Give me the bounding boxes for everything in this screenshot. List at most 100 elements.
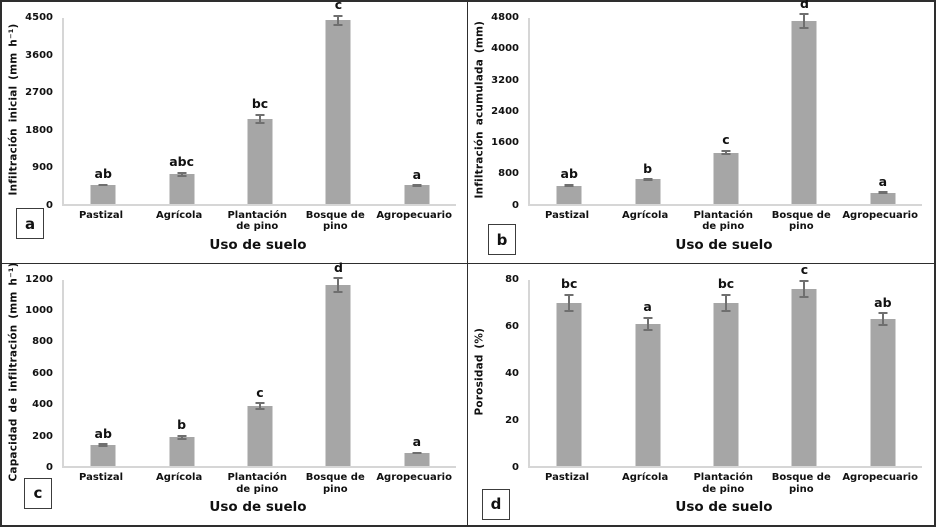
x-category-label: Pastizal	[545, 472, 590, 483]
error-bar-cap-top	[333, 277, 343, 280]
error-bar-cap-bottom	[98, 444, 108, 447]
error-bar-cap-bottom	[333, 290, 343, 293]
y-tick-label: 4500	[25, 12, 53, 23]
significance-letter: ab	[874, 294, 892, 310]
significance-letter: c	[722, 132, 730, 148]
x-axis-title: Uso de suelo	[209, 499, 307, 515]
error-bar-cap-bottom	[177, 437, 187, 440]
bar	[556, 302, 582, 466]
bar-slot: a	[378, 18, 456, 204]
x-axis-labels: Pastizal Agrícola Plantación de pino Bosque…	[62, 472, 454, 496]
significance-letter: abc	[169, 154, 195, 170]
y-axis-ticks: 0 800 1600 2400 3200 4000 4800	[468, 13, 524, 211]
error-bar-line	[180, 434, 183, 440]
x-category-label: Bosque de pino	[305, 472, 365, 495]
panel-label: b	[496, 230, 508, 249]
bar-slot: ab	[64, 280, 142, 466]
bar	[169, 437, 195, 466]
error-bar-cap-top	[799, 279, 809, 282]
panel-label-box: a	[16, 208, 44, 239]
x-category-label: Pastizal	[79, 209, 124, 221]
bar-slot: b	[608, 18, 686, 204]
bar	[90, 445, 116, 466]
y-tick-label: 400	[32, 399, 53, 411]
y-tick-label: 2700	[25, 87, 53, 98]
plot-area: ab b c d a	[62, 261, 456, 468]
x-category-label: Bosque de pino	[771, 472, 831, 495]
y-tick-label: 4000	[491, 43, 519, 55]
bar-slot: ab	[64, 18, 142, 204]
y-tick-label: 800	[498, 168, 519, 180]
y-tick-label: 0	[46, 462, 53, 473]
error-bar-cap-top	[255, 402, 265, 405]
error-bar-cap-top	[721, 293, 731, 296]
error-bar-cap-top	[412, 451, 422, 454]
x-axis-title: Uso de suelo	[209, 236, 307, 253]
error-bar-cap-top	[98, 443, 108, 446]
bar-slot: c	[765, 263, 843, 466]
error-bar-cap-top	[255, 113, 265, 116]
x-category-label: Agropecuario	[842, 472, 918, 483]
bar-slot: c	[299, 0, 377, 204]
x-category-label: Pastizal	[545, 209, 590, 221]
error-bar-cap-bottom	[333, 24, 343, 27]
significance-letter: b	[643, 160, 653, 176]
y-axis-ticks: 0 200 400 600 800 1000 1200	[2, 274, 58, 473]
y-tick-label: 20	[505, 414, 519, 426]
bar-slot: a	[378, 280, 456, 466]
bar-slot: a	[844, 18, 922, 204]
error-bar-cap-bottom	[255, 121, 265, 124]
y-tick-label: 3600	[25, 49, 53, 61]
error-bar-cap-top	[878, 312, 888, 315]
significance-letter: d	[799, 0, 809, 11]
panel-label-box: d	[482, 488, 510, 520]
bar	[791, 288, 817, 466]
y-tick-label: 1800	[25, 124, 53, 136]
bar-slot: b	[142, 280, 220, 466]
significance-letter: ab	[94, 166, 112, 182]
panel-label: a	[24, 214, 36, 233]
error-bar-line	[337, 277, 340, 293]
x-axis-title: Uso de suelo	[675, 499, 773, 515]
significance-letter: c	[256, 384, 264, 400]
panel-c: Capacidad de infiltración (mm h⁻¹) 0 200 4…	[2, 261, 468, 525]
error-bar-cap-top	[177, 434, 187, 437]
error-bar-cap-top	[878, 191, 888, 194]
x-category-label: Bosque de pino	[771, 209, 831, 233]
x-category-label: Agrícola	[156, 209, 203, 221]
bar	[247, 118, 273, 204]
y-tick-label: 0	[512, 462, 519, 473]
bar	[870, 319, 896, 466]
y-tick-label: 900	[32, 162, 53, 173]
bar	[556, 185, 582, 204]
bar	[404, 452, 430, 466]
significance-letter: a	[412, 434, 422, 450]
plot-area: bc a bc c ab	[528, 263, 922, 468]
significance-letter: c	[334, 0, 343, 13]
error-bar-cap-top	[799, 13, 809, 16]
y-tick-label: 60	[505, 320, 519, 332]
y-axis-ticks: 0 20 40 60 80	[468, 274, 524, 473]
error-bar-cap-bottom	[721, 153, 731, 156]
y-tick-label: 800	[32, 336, 53, 348]
error-bar-line	[646, 316, 649, 331]
y-tick-label: 600	[32, 367, 53, 379]
bar	[713, 152, 739, 204]
bar-slot: c	[221, 280, 299, 466]
significance-letter: b	[177, 417, 187, 433]
error-bar-cap-bottom	[799, 26, 809, 29]
panel-b: Infiltración acumulada (mm) 0 800 1600 2400…	[468, 0, 934, 264]
significance-letter: bc	[251, 96, 269, 112]
error-bar-cap-top	[98, 183, 108, 186]
error-bar-cap-bottom	[799, 296, 809, 299]
bar-slot: bc	[687, 277, 765, 466]
error-bar-cap-bottom	[878, 324, 888, 327]
y-tick-label: 1000	[25, 304, 53, 316]
significance-letter: a	[878, 174, 888, 190]
y-tick-label: 0	[512, 199, 519, 211]
bar	[325, 284, 351, 466]
significance-letter: ab	[560, 166, 578, 182]
bar	[870, 192, 896, 204]
y-tick-label: 1200	[25, 273, 53, 285]
